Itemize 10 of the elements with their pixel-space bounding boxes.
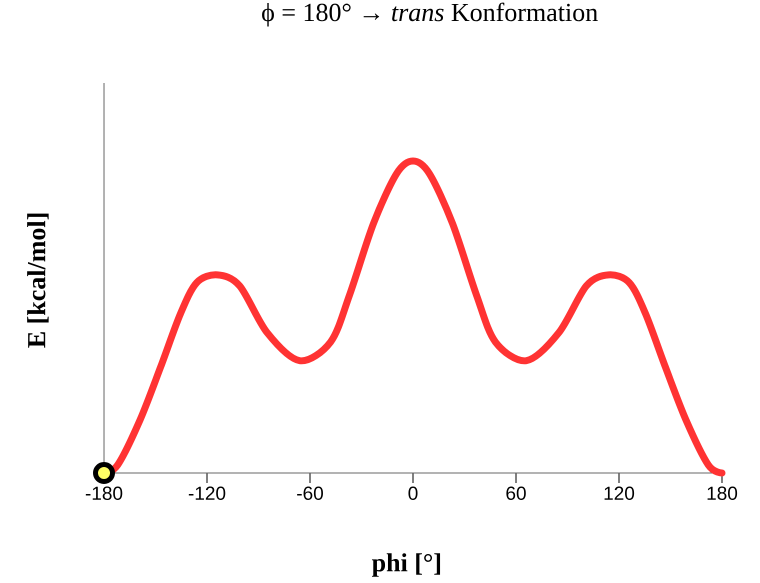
x-tick-label: 60 xyxy=(506,486,526,500)
x-tick-label: -60 xyxy=(297,486,323,500)
chart-title: ϕ = 180° → trans Konformation xyxy=(262,2,598,27)
x-axis-title: phi [°] xyxy=(372,553,440,577)
x-tick-label: 180 xyxy=(708,486,738,500)
x-tick-label: 0 xyxy=(408,486,418,500)
x-tick-label: 120 xyxy=(604,486,634,500)
x-tick-label: -180 xyxy=(86,486,122,500)
x-tick-label: -120 xyxy=(188,486,226,500)
y-axis-title: E [kcal/mol] xyxy=(27,214,49,348)
